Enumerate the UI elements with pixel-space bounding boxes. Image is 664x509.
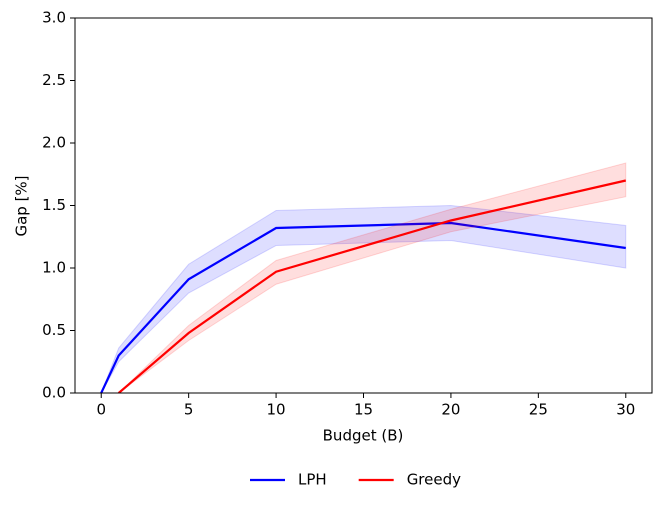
legend-label: Greedy	[407, 471, 461, 489]
x-tick-label: 20	[441, 401, 460, 419]
x-tick-label: 30	[616, 401, 635, 419]
y-tick-label: 2.0	[42, 134, 66, 152]
band	[118, 162, 627, 393]
legend-label: LPH	[298, 471, 327, 489]
line	[100, 221, 626, 393]
plot-frame	[74, 17, 653, 394]
x-axis-label: Budget (B)	[323, 427, 404, 445]
x-tick-label: 5	[184, 401, 194, 419]
y-tick-label: 3.0	[42, 9, 66, 27]
band	[100, 204, 627, 393]
y-tick-label: 1.5	[42, 196, 66, 214]
line	[117, 179, 627, 393]
x-tick-label: 15	[354, 401, 373, 419]
y-tick-label: 0.0	[42, 384, 66, 402]
x-tick-label: 0	[96, 401, 106, 419]
x-tick-label: 25	[529, 401, 548, 419]
y-axis-label: Gap [%]	[13, 175, 31, 236]
x-tick-label: 10	[267, 401, 286, 419]
y-tick-label: 2.5	[42, 71, 66, 89]
y-tick-label: 0.5	[42, 321, 66, 339]
y-tick-label: 1.0	[42, 259, 66, 277]
